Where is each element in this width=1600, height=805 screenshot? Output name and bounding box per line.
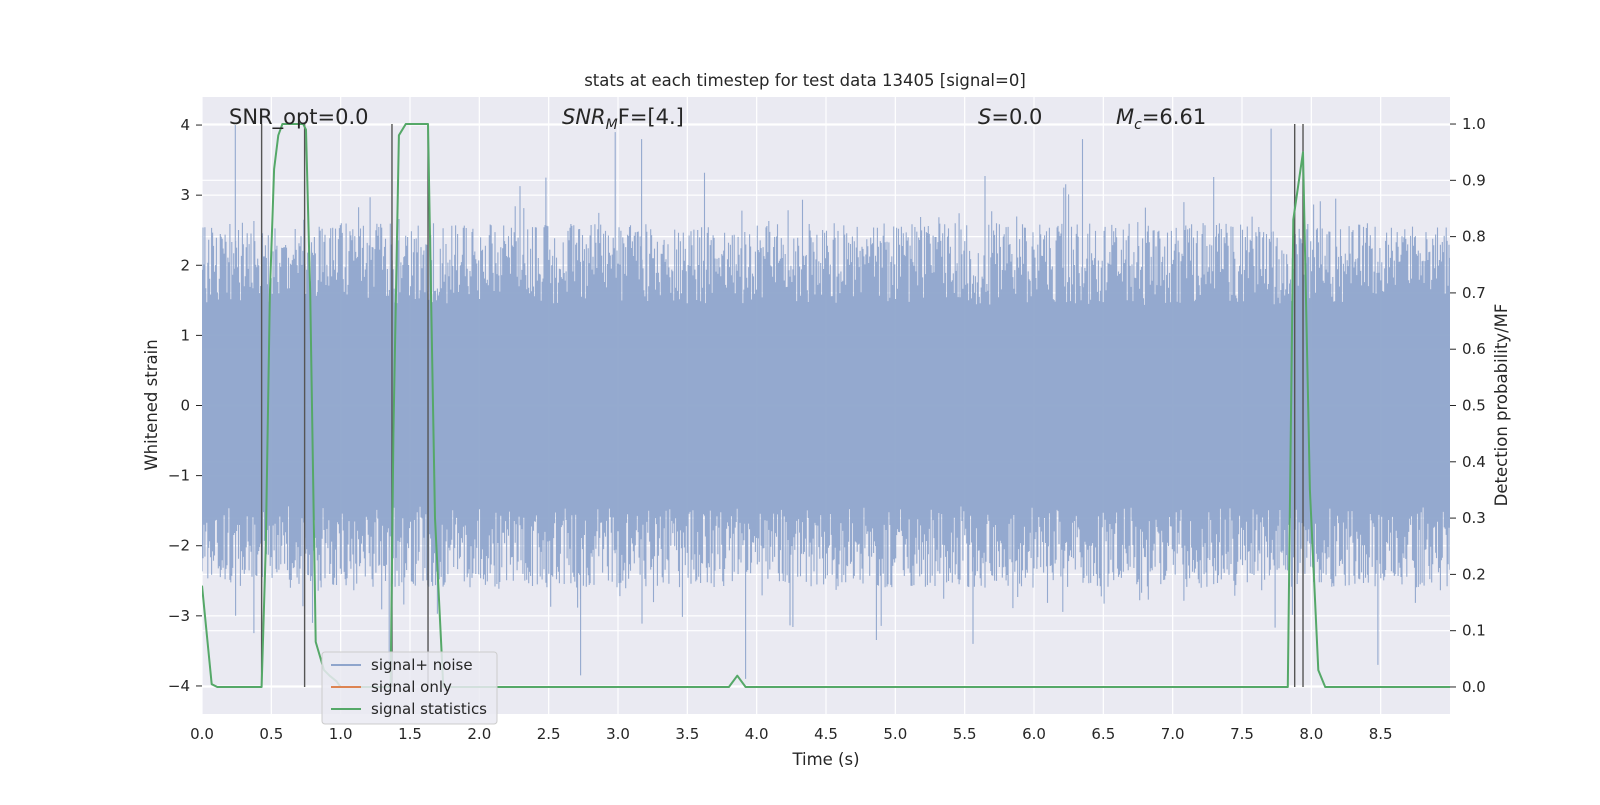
- chart-title: stats at each timestep for test data 134…: [584, 71, 1026, 90]
- y2-tick-label: 0.4: [1462, 453, 1486, 471]
- y2-tick-label: 0.2: [1462, 565, 1486, 583]
- signal-noise-trace: [202, 125, 1450, 679]
- x-tick-label: 8.0: [1299, 725, 1323, 743]
- y-tick-label: 3: [180, 186, 190, 204]
- signal-noise-series: [202, 125, 1450, 679]
- x-axis-ticks: 0.0 0.5 1.0 1.5 2.0 2.5 3.0 3.5 4.0 4.5 5.0 5.5 6.0 6…: [190, 725, 1393, 743]
- y-tick-label: 4: [180, 116, 190, 134]
- y2-axis-ticks: 0.0 0.1 0.2 0.3 0.4 0.5 0.6 0.7 0.8 0.9 1.0: [1450, 115, 1486, 696]
- x-tick-label: 5.5: [953, 725, 977, 743]
- annotation-snr-mf-sub: M: [606, 117, 618, 133]
- x-tick-label: 7.0: [1161, 725, 1185, 743]
- y2-tick-label: 0.8: [1462, 228, 1486, 246]
- annotation-snr-mf-main: SNR: [562, 105, 606, 129]
- y2-tick-label: 0.1: [1462, 622, 1486, 640]
- annotation-snr-mf-rest: F=[4.]: [618, 105, 684, 129]
- x-axis-label: Time (s): [791, 750, 859, 769]
- y2-tick-label: 0.6: [1462, 340, 1486, 358]
- x-tick-label: 1.0: [329, 725, 353, 743]
- annotation-snr-mf: SNRMF=[4.]: [562, 105, 684, 133]
- y-tick-label: −3: [168, 607, 190, 625]
- legend-label-signal-only: signal only: [371, 678, 452, 696]
- y-axis-label: Whitened strain: [142, 339, 161, 470]
- annotation-mc: Mc=6.61: [1116, 105, 1206, 133]
- y2-tick-label: 0.7: [1462, 284, 1486, 302]
- legend: signal+ noise signal only signal statist…: [321, 651, 498, 725]
- x-tick-label: 3.0: [606, 725, 630, 743]
- annotation-mc-main: M: [1116, 105, 1134, 129]
- x-tick-label: 1.5: [398, 725, 422, 743]
- y-tick-label: 2: [180, 256, 190, 274]
- x-tick-label: 0.5: [259, 725, 283, 743]
- annotation-mc-rest: =6.61: [1142, 105, 1206, 129]
- annotation-s: S=0.0: [978, 105, 1042, 129]
- annotation-snr-opt: SNR_opt=0.0: [229, 105, 369, 130]
- y-axis-ticks: −4 −3 −2 −1 0 1 2 3 4: [168, 116, 202, 695]
- x-tick-label: 5.0: [883, 725, 907, 743]
- x-tick-label: 2.5: [537, 725, 561, 743]
- x-tick-label: 7.5: [1230, 725, 1254, 743]
- x-tick-label: 0.0: [190, 725, 214, 743]
- x-tick-label: 4.5: [814, 725, 838, 743]
- x-tick-label: 4.0: [745, 725, 769, 743]
- annotation-s-rest: =0.0: [991, 105, 1042, 129]
- legend-label-signal-noise: signal+ noise: [371, 656, 473, 674]
- y2-axis-label: Detection probability/MF: [1492, 304, 1511, 507]
- y-tick-label: 0: [180, 397, 190, 415]
- y2-tick-label: 0.5: [1462, 397, 1486, 415]
- x-tick-label: 6.0: [1022, 725, 1046, 743]
- x-tick-label: 3.5: [675, 725, 699, 743]
- y-tick-label: −1: [168, 467, 190, 485]
- x-tick-label: 8.5: [1369, 725, 1393, 743]
- y2-tick-label: 0.9: [1462, 171, 1486, 189]
- annotation-s-main: S: [978, 105, 991, 129]
- annotation-mc-sub: c: [1134, 117, 1142, 133]
- legend-box: [321, 651, 498, 725]
- y2-tick-label: 0.3: [1462, 509, 1486, 527]
- y2-tick-label: 0.0: [1462, 678, 1486, 696]
- legend-label-signal-statistics: signal statistics: [371, 700, 487, 718]
- x-tick-label: 6.5: [1091, 725, 1115, 743]
- y-tick-label: 1: [180, 326, 190, 344]
- y2-tick-label: 1.0: [1462, 115, 1486, 133]
- y-tick-label: −2: [168, 537, 190, 555]
- y-tick-label: −4: [168, 677, 190, 695]
- x-tick-label: 2.0: [467, 725, 491, 743]
